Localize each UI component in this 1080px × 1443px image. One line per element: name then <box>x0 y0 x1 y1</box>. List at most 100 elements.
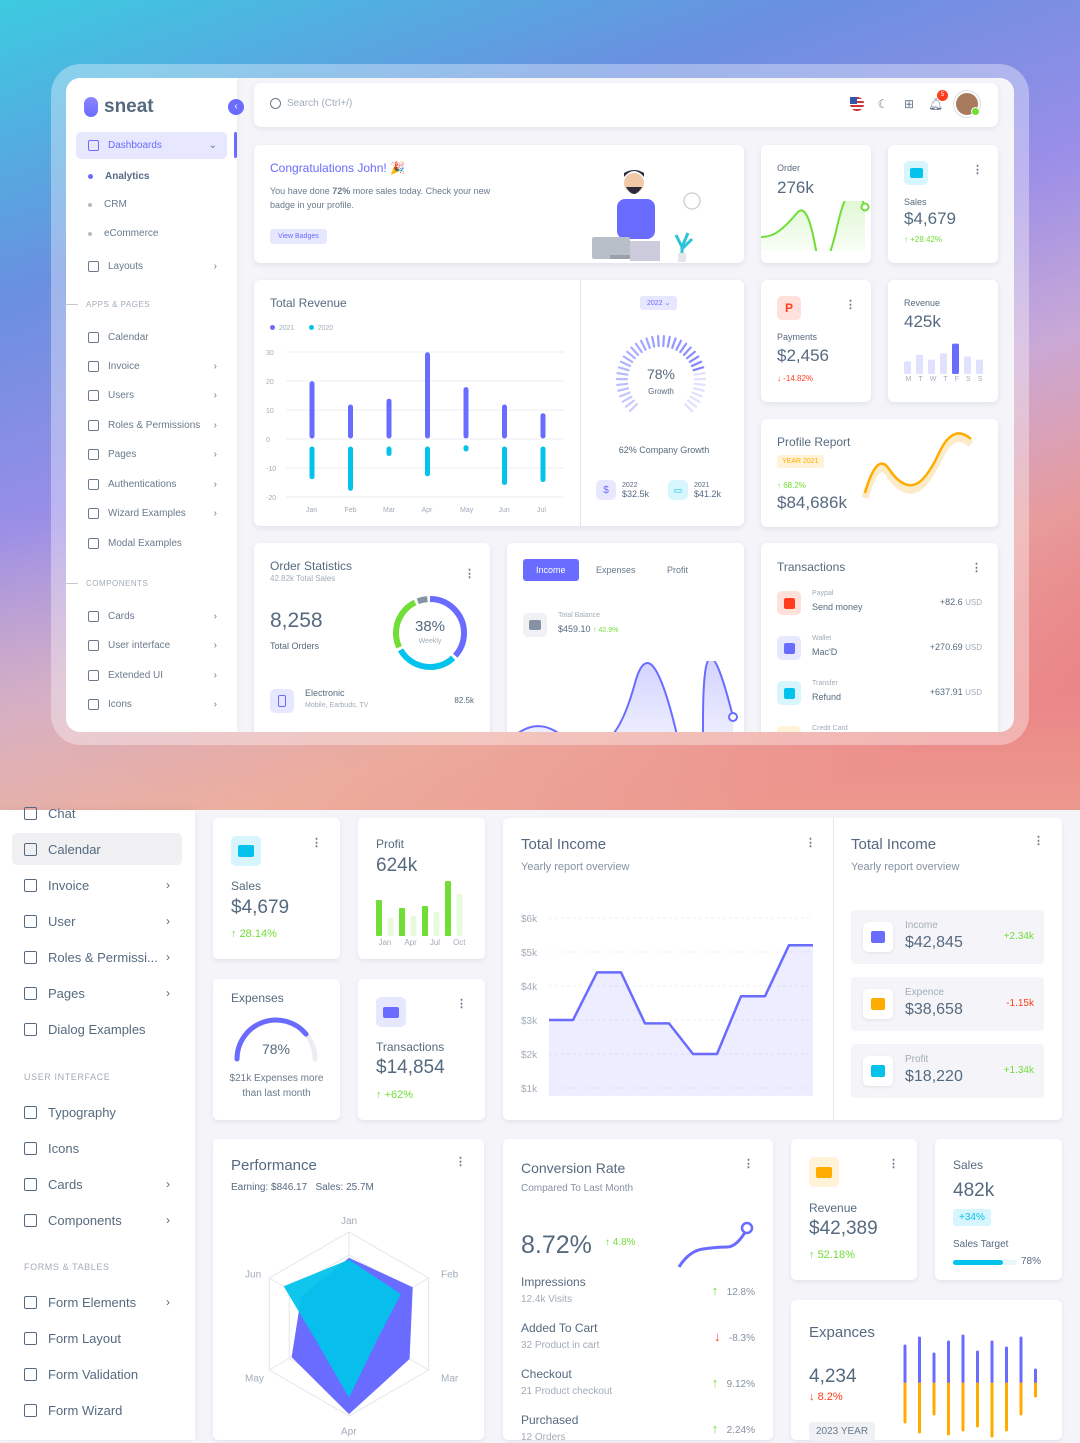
total-income-2-title: Total Income <box>851 836 936 853</box>
more-menu-icon[interactable]: ⋮ <box>311 836 321 849</box>
performance-card: Performance Earning: $846.17 Sales: 25.7… <box>213 1139 484 1440</box>
performance-sub: Earning: $846.17 Sales: 25.7M <box>231 1182 374 1193</box>
income-area <box>549 945 813 1096</box>
income-item-expence: Expence$38,658-1.15k <box>851 977 1044 1031</box>
section-user-interface: USER INTERFACE <box>24 1072 110 1082</box>
active-indicator <box>234 132 237 158</box>
sidebar-item-label: Calendar <box>48 842 101 857</box>
month-label: Jan <box>378 938 391 947</box>
file-icon <box>24 987 37 1000</box>
weekly-bar <box>976 360 983 374</box>
profit-bar <box>399 908 405 936</box>
total-income-card: Total Income Yearly report overview ⋮ $6… <box>503 818 1062 1120</box>
sidebar-item-pages[interactable]: Pages› <box>76 441 227 468</box>
shield-icon <box>88 420 99 431</box>
l-sidebar-item-roles-permissi-[interactable]: Roles & Permissi...› <box>12 941 182 973</box>
income-item-change: -1.15k <box>1006 998 1034 1009</box>
category-sub: Mobile, Earbuds, TV <box>305 702 368 709</box>
l-sidebar-item-form-validation[interactable]: Form Validation <box>12 1358 182 1390</box>
sales-value: $4,679 <box>904 209 956 229</box>
ui-icon <box>88 640 99 651</box>
x-tick-label: Mar <box>383 507 396 514</box>
sidebar-item-wizard-examples[interactable]: Wizard Examples› <box>76 500 227 527</box>
more-menu-icon[interactable]: ⋮ <box>1033 834 1043 847</box>
more-menu-icon[interactable]: ⋮ <box>456 997 466 1010</box>
wallet-icon: ▭ <box>668 480 688 500</box>
sidebar-item-roles-permissions[interactable]: Roles & Permissions› <box>76 412 227 439</box>
sidebar-item-modal-examples[interactable]: Modal Examples <box>76 530 227 557</box>
tab-profit[interactable]: Profit <box>667 565 688 575</box>
transaction-name: Refund <box>812 692 841 702</box>
flag-us-icon[interactable] <box>850 97 864 111</box>
sidebar-item-icons[interactable]: Icons› <box>76 691 227 718</box>
payments-label: Payments <box>777 332 817 342</box>
sidebar-sub-crm[interactable]: CRM <box>88 199 127 210</box>
more-menu-icon[interactable]: ⋮ <box>743 1157 753 1170</box>
sidebar-sub-analytics[interactable]: Analytics <box>88 171 149 182</box>
l-sidebar-item-dialog-examples[interactable]: Dialog Examples <box>12 1013 182 1045</box>
more-menu-icon[interactable]: ⋮ <box>972 163 982 176</box>
radar-label: Jan <box>341 1216 357 1227</box>
income-item-value: $38,658 <box>905 1001 963 1019</box>
l-sidebar-item-chat[interactable]: Chat <box>12 797 182 829</box>
more-menu-icon[interactable]: ⋮ <box>888 1157 898 1170</box>
more-menu-icon[interactable]: ⋮ <box>464 567 474 580</box>
l-sidebar-item-form-wizard[interactable]: Form Wizard <box>12 1394 182 1426</box>
profit-bar <box>422 906 428 936</box>
l-transactions-change: ↑ +62% <box>376 1089 413 1101</box>
sidebar-item-users[interactable]: Users› <box>76 382 227 409</box>
sidebar-sub-ecommerce[interactable]: eCommerce <box>88 228 158 239</box>
weekly-bar <box>964 356 971 374</box>
l-sidebar-item-invoice[interactable]: Invoice› <box>12 869 182 901</box>
y-tick-label: 30 <box>266 350 274 357</box>
user-avatar[interactable] <box>954 91 980 117</box>
order-value: 276k <box>777 178 814 198</box>
l-sidebar-item-cards[interactable]: Cards› <box>12 1168 182 1200</box>
sidebar-item-label: Wizard Examples <box>108 508 186 519</box>
sidebar-item-calendar[interactable]: Calendar <box>76 324 227 351</box>
l-sidebar-item-components[interactable]: Components› <box>12 1204 182 1236</box>
tab-expenses[interactable]: Expenses <box>596 565 636 575</box>
income-item-value: $18,220 <box>905 1068 963 1086</box>
sidebar-item-authentications[interactable]: Authentications› <box>76 471 227 498</box>
view-badges-button[interactable]: View Badges <box>270 229 327 244</box>
moon-icon[interactable]: ☾ <box>876 97 890 111</box>
wizard-icon <box>88 508 99 519</box>
l-sidebar-item-form-elements[interactable]: Form Elements› <box>12 1286 182 1318</box>
radial-tick <box>680 344 686 352</box>
radial-tick <box>641 341 646 350</box>
tab-income[interactable]: Income <box>523 559 579 581</box>
more-menu-icon[interactable]: ⋮ <box>971 561 981 574</box>
l-sidebar-item-icons[interactable]: Icons <box>12 1132 182 1164</box>
sidebar-item-layouts[interactable]: Layouts› <box>76 253 227 280</box>
wallet-icon <box>863 989 893 1019</box>
l-sidebar-item-calendar[interactable]: Calendar <box>12 833 182 865</box>
l-sidebar-item-user[interactable]: User› <box>12 905 182 937</box>
sidebar-item-user-interface[interactable]: User interface› <box>76 632 227 659</box>
radial-tick <box>691 397 700 402</box>
year-select-button[interactable]: 2022 ⌄ <box>640 296 677 310</box>
weekly-bar <box>952 344 959 374</box>
l-sidebar-item-pages[interactable]: Pages› <box>12 977 182 1009</box>
profit-bar <box>445 881 451 936</box>
dashboard-screen: sneat Dashboards⌄ Analytics CRM eCommerc… <box>66 78 1014 732</box>
more-menu-icon[interactable]: ⋮ <box>805 836 815 849</box>
collapse-sidebar-button[interactable]: ‹ <box>228 99 244 115</box>
y-tick-label: -10 <box>266 466 276 473</box>
search-input[interactable]: Search (Ctrl+/) <box>270 98 352 109</box>
sidebar-item-invoice[interactable]: Invoice› <box>76 353 227 380</box>
radar-label: Jun <box>245 1269 261 1280</box>
bell-icon[interactable]: 🔔︎5 <box>928 97 942 111</box>
grid-icon[interactable]: ⊞ <box>902 97 916 111</box>
sidebar-item-dashboards[interactable]: Dashboards⌄ <box>76 132 227 159</box>
x-tick-label: Jul <box>537 507 546 514</box>
sidebar-item-extended-ui[interactable]: Extended UI› <box>76 662 227 689</box>
more-menu-icon[interactable]: ⋮ <box>845 298 855 311</box>
sidebar-item-cards[interactable]: Cards› <box>76 603 227 630</box>
l-sidebar-item-form-layout[interactable]: Form Layout <box>12 1322 182 1354</box>
brand-logo[interactable]: sneat <box>84 96 154 118</box>
l-sidebar-item-typography[interactable]: Typography <box>12 1096 182 1128</box>
more-menu-icon[interactable]: ⋮ <box>455 1155 465 1168</box>
